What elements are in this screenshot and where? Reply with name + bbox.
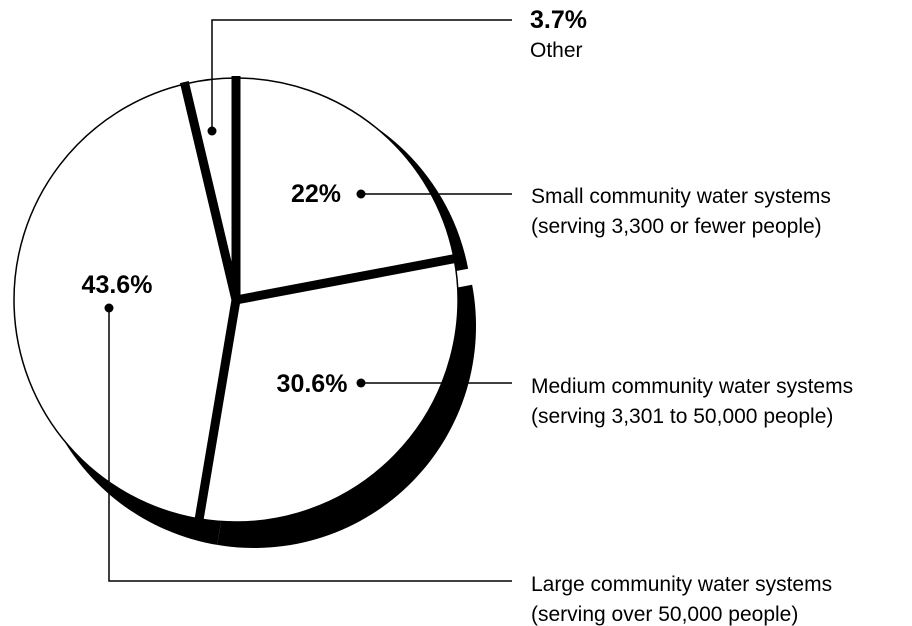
separator-3 <box>179 81 241 302</box>
pct-label-small: 22% <box>291 180 341 208</box>
leader-dot-other <box>207 126 217 136</box>
chart-labels: 22% Small community water systems (serving… <box>82 6 854 626</box>
legend-label-small-line2: (serving 3,300 or fewer people) <box>531 215 822 238</box>
pct-label-medium: 30.6% <box>277 370 348 398</box>
leader-dot-small <box>356 189 366 199</box>
slice-medium <box>198 257 459 523</box>
legend-label-medium-line2: (serving 3,301 to 50,000 people) <box>531 405 833 428</box>
legend-label-small-line1: Small community water systems <box>531 185 831 208</box>
leader-lines <box>104 19 512 582</box>
pct-label-other: 3.7% <box>530 6 587 34</box>
separator-1 <box>235 253 457 305</box>
leader-dot-large <box>104 303 114 313</box>
legend-label-medium-line1: Medium community water systems <box>531 375 853 398</box>
slice-small <box>235 77 456 301</box>
slice-large <box>13 83 237 520</box>
legend-label-large-line1: Large community water systems <box>531 573 832 596</box>
leader-line-other <box>211 19 512 131</box>
separator-2 <box>194 299 241 522</box>
leader-dot-medium <box>356 378 366 388</box>
leader-line-large <box>108 308 512 582</box>
legend-label-other: Other <box>530 39 583 62</box>
slice-separators <box>179 76 457 522</box>
pct-label-large: 43.6% <box>82 271 153 299</box>
legend-label-large-line2: (serving over 50,000 people) <box>531 603 798 626</box>
